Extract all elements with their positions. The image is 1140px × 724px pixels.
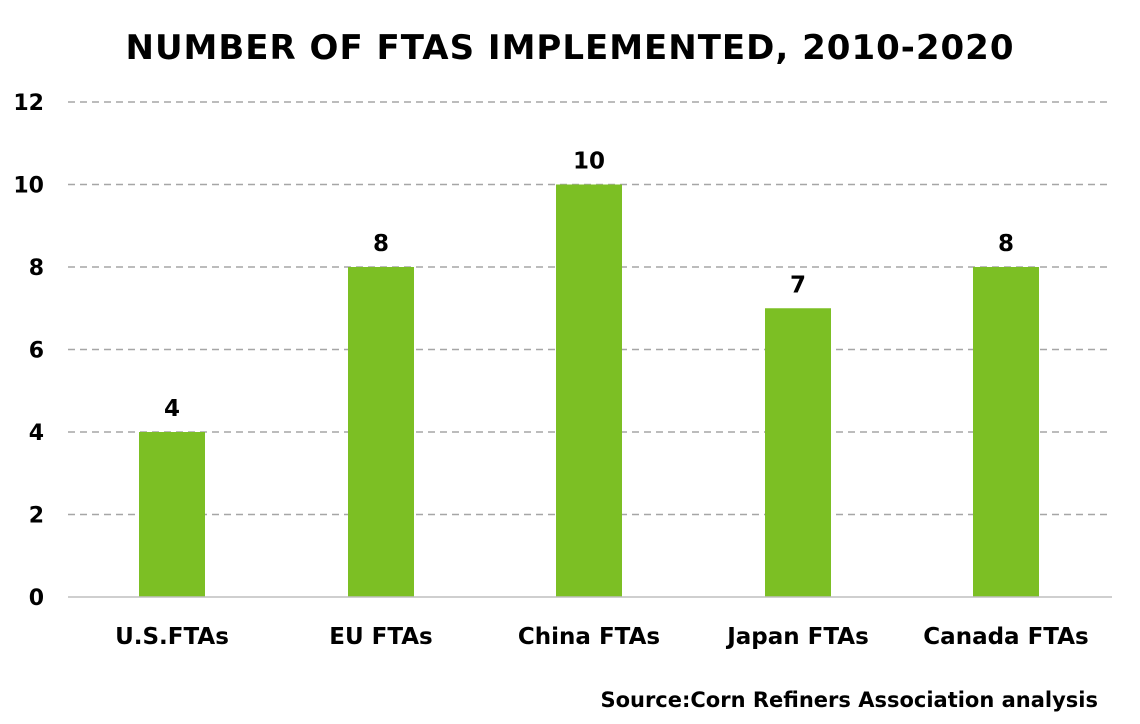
bar: [973, 267, 1039, 597]
y-tick-label: 2: [29, 504, 44, 529]
y-tick-label: 8: [29, 256, 44, 281]
x-tick-label: Japan FTAs: [725, 624, 869, 650]
x-tick-label: U.S.FTAs: [115, 624, 229, 650]
x-tick-label: China FTAs: [518, 624, 660, 650]
y-tick-label: 12: [13, 91, 44, 116]
y-tick-label: 4: [29, 421, 44, 446]
data-label: 8: [998, 231, 1014, 257]
bar: [765, 308, 831, 597]
bars: [139, 184, 1039, 597]
y-tick-label: 6: [29, 339, 44, 364]
y-tick-label: 10: [13, 174, 44, 199]
source-note: Source:Corn Refiners Association analysi…: [600, 688, 1098, 712]
chart-title: NUMBER OF FTAS IMPLEMENTED, 2010-2020: [125, 28, 1015, 68]
bar: [348, 267, 414, 597]
data-label: 7: [790, 272, 806, 298]
data-label: 8: [373, 231, 389, 257]
bar: [556, 184, 622, 597]
data-label: 10: [573, 149, 605, 175]
y-tick-label: 0: [29, 586, 44, 611]
labels: 0 2 4 6 8 10 12 4 U.S.FTAs 8 EU FTAs 10 China FTAs 7 J…: [13, 91, 1088, 650]
bar: [139, 432, 205, 597]
x-tick-label: Canada FTAs: [923, 624, 1088, 650]
data-label: 4: [164, 396, 180, 422]
x-tick-label: EU FTAs: [329, 624, 433, 650]
